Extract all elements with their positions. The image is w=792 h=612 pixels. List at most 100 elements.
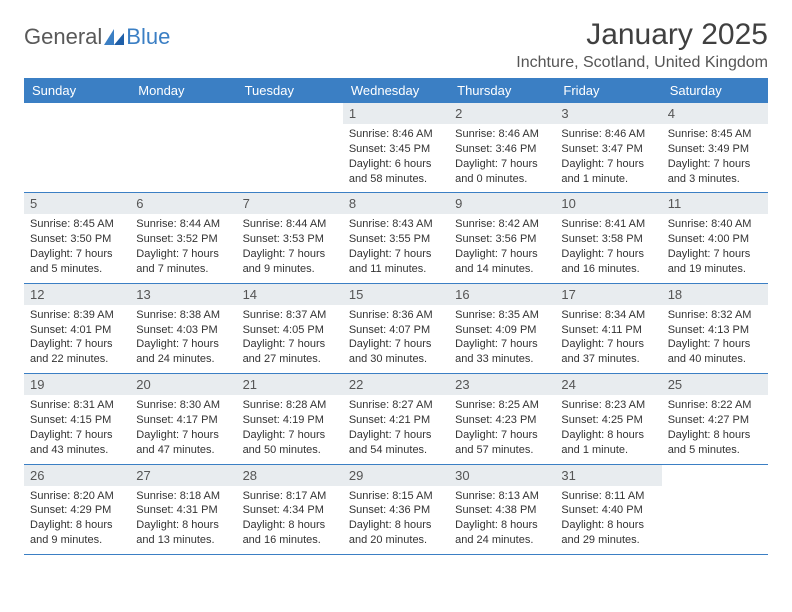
daylight-line: Daylight: 7 hours and 40 minutes. xyxy=(668,337,764,367)
day-cell: 26Sunrise: 8:20 AMSunset: 4:29 PMDayligh… xyxy=(24,464,130,554)
day-number: 25 xyxy=(662,374,768,395)
sunrise-line: Sunrise: 8:25 AM xyxy=(455,398,551,413)
sunrise-line: Sunrise: 8:35 AM xyxy=(455,308,551,323)
day-cell: 14Sunrise: 8:37 AMSunset: 4:05 PMDayligh… xyxy=(237,283,343,373)
sunset-line: Sunset: 4:17 PM xyxy=(136,413,232,428)
sunrise-line: Sunrise: 8:38 AM xyxy=(136,308,232,323)
daylight-line: Daylight: 7 hours and 11 minutes. xyxy=(349,247,445,277)
day-cell: 6Sunrise: 8:44 AMSunset: 3:52 PMDaylight… xyxy=(130,193,236,283)
day-cell: 15Sunrise: 8:36 AMSunset: 4:07 PMDayligh… xyxy=(343,283,449,373)
day-cell: 8Sunrise: 8:43 AMSunset: 3:55 PMDaylight… xyxy=(343,193,449,283)
sunset-line: Sunset: 4:31 PM xyxy=(136,503,232,518)
day-cell: . xyxy=(237,103,343,193)
sunset-line: Sunset: 4:38 PM xyxy=(455,503,551,518)
daylight-line: Daylight: 7 hours and 30 minutes. xyxy=(349,337,445,367)
sunrise-line: Sunrise: 8:44 AM xyxy=(136,217,232,232)
day-header: Sunday xyxy=(24,78,130,103)
sunset-line: Sunset: 4:15 PM xyxy=(30,413,126,428)
day-number: 9 xyxy=(449,193,555,214)
week-row: 19Sunrise: 8:31 AMSunset: 4:15 PMDayligh… xyxy=(24,374,768,464)
day-number: 1 xyxy=(343,103,449,124)
day-number: 17 xyxy=(555,284,661,305)
day-cell: 19Sunrise: 8:31 AMSunset: 4:15 PMDayligh… xyxy=(24,374,130,464)
day-body: Sunrise: 8:22 AMSunset: 4:27 PMDaylight:… xyxy=(662,395,768,463)
sunrise-line: Sunrise: 8:20 AM xyxy=(30,489,126,504)
daylight-line: Daylight: 7 hours and 14 minutes. xyxy=(455,247,551,277)
sunset-line: Sunset: 3:45 PM xyxy=(349,142,445,157)
daylight-line: Daylight: 7 hours and 57 minutes. xyxy=(455,428,551,458)
day-cell: 21Sunrise: 8:28 AMSunset: 4:19 PMDayligh… xyxy=(237,374,343,464)
day-number: 2 xyxy=(449,103,555,124)
day-number: 22 xyxy=(343,374,449,395)
day-number: 8 xyxy=(343,193,449,214)
day-number: 31 xyxy=(555,465,661,486)
sunrise-line: Sunrise: 8:27 AM xyxy=(349,398,445,413)
day-cell: 23Sunrise: 8:25 AMSunset: 4:23 PMDayligh… xyxy=(449,374,555,464)
day-cell: 28Sunrise: 8:17 AMSunset: 4:34 PMDayligh… xyxy=(237,464,343,554)
sunrise-line: Sunrise: 8:32 AM xyxy=(668,308,764,323)
day-cell: 16Sunrise: 8:35 AMSunset: 4:09 PMDayligh… xyxy=(449,283,555,373)
sunrise-line: Sunrise: 8:17 AM xyxy=(243,489,339,504)
sunrise-line: Sunrise: 8:42 AM xyxy=(455,217,551,232)
sunrise-line: Sunrise: 8:34 AM xyxy=(561,308,657,323)
sunset-line: Sunset: 3:47 PM xyxy=(561,142,657,157)
day-number: 15 xyxy=(343,284,449,305)
sunrise-line: Sunrise: 8:23 AM xyxy=(561,398,657,413)
day-body: Sunrise: 8:46 AMSunset: 3:47 PMDaylight:… xyxy=(555,124,661,192)
sunrise-line: Sunrise: 8:30 AM xyxy=(136,398,232,413)
day-body: Sunrise: 8:13 AMSunset: 4:38 PMDaylight:… xyxy=(449,486,555,554)
daylight-line: Daylight: 6 hours and 58 minutes. xyxy=(349,157,445,187)
sunset-line: Sunset: 3:46 PM xyxy=(455,142,551,157)
sunset-line: Sunset: 3:53 PM xyxy=(243,232,339,247)
day-body: Sunrise: 8:42 AMSunset: 3:56 PMDaylight:… xyxy=(449,214,555,282)
day-number: 16 xyxy=(449,284,555,305)
day-cell: 31Sunrise: 8:11 AMSunset: 4:40 PMDayligh… xyxy=(555,464,661,554)
daylight-line: Daylight: 8 hours and 13 minutes. xyxy=(136,518,232,548)
sunrise-line: Sunrise: 8:39 AM xyxy=(30,308,126,323)
day-cell: 4Sunrise: 8:45 AMSunset: 3:49 PMDaylight… xyxy=(662,103,768,193)
day-number: 27 xyxy=(130,465,236,486)
sunrise-line: Sunrise: 8:15 AM xyxy=(349,489,445,504)
daylight-line: Daylight: 7 hours and 7 minutes. xyxy=(136,247,232,277)
day-header: Thursday xyxy=(449,78,555,103)
location-subtitle: Inchture, Scotland, United Kingdom xyxy=(516,54,768,72)
day-body: Sunrise: 8:40 AMSunset: 4:00 PMDaylight:… xyxy=(662,214,768,282)
brand-text-blue: Blue xyxy=(126,24,170,50)
sunset-line: Sunset: 3:50 PM xyxy=(30,232,126,247)
sunrise-line: Sunrise: 8:46 AM xyxy=(349,127,445,142)
brand-mark-icon xyxy=(104,29,124,45)
sunrise-line: Sunrise: 8:18 AM xyxy=(136,489,232,504)
day-body: Sunrise: 8:30 AMSunset: 4:17 PMDaylight:… xyxy=(130,395,236,463)
sunset-line: Sunset: 4:27 PM xyxy=(668,413,764,428)
sunset-line: Sunset: 3:56 PM xyxy=(455,232,551,247)
week-row: 26Sunrise: 8:20 AMSunset: 4:29 PMDayligh… xyxy=(24,464,768,554)
sunset-line: Sunset: 3:49 PM xyxy=(668,142,764,157)
day-cell: . xyxy=(662,464,768,554)
brand-text-general: General xyxy=(24,24,102,50)
day-cell: 22Sunrise: 8:27 AMSunset: 4:21 PMDayligh… xyxy=(343,374,449,464)
day-number: 10 xyxy=(555,193,661,214)
day-body xyxy=(237,124,343,186)
daylight-line: Daylight: 7 hours and 47 minutes. xyxy=(136,428,232,458)
sunset-line: Sunset: 4:21 PM xyxy=(349,413,445,428)
month-title: January 2025 xyxy=(516,18,768,52)
day-number: 19 xyxy=(24,374,130,395)
daylight-line: Daylight: 8 hours and 9 minutes. xyxy=(30,518,126,548)
day-number: 6 xyxy=(130,193,236,214)
daylight-line: Daylight: 8 hours and 1 minute. xyxy=(561,428,657,458)
day-body: Sunrise: 8:35 AMSunset: 4:09 PMDaylight:… xyxy=(449,305,555,373)
day-cell: 5Sunrise: 8:45 AMSunset: 3:50 PMDaylight… xyxy=(24,193,130,283)
sunset-line: Sunset: 3:55 PM xyxy=(349,232,445,247)
day-cell: 7Sunrise: 8:44 AMSunset: 3:53 PMDaylight… xyxy=(237,193,343,283)
brand-logo: General Blue xyxy=(24,24,170,50)
day-body: Sunrise: 8:46 AMSunset: 3:46 PMDaylight:… xyxy=(449,124,555,192)
day-cell: 13Sunrise: 8:38 AMSunset: 4:03 PMDayligh… xyxy=(130,283,236,373)
daylight-line: Daylight: 7 hours and 0 minutes. xyxy=(455,157,551,187)
sunset-line: Sunset: 4:05 PM xyxy=(243,323,339,338)
daylight-line: Daylight: 7 hours and 22 minutes. xyxy=(30,337,126,367)
day-number: 4 xyxy=(662,103,768,124)
day-body xyxy=(130,124,236,186)
day-cell: 9Sunrise: 8:42 AMSunset: 3:56 PMDaylight… xyxy=(449,193,555,283)
day-cell: 10Sunrise: 8:41 AMSunset: 3:58 PMDayligh… xyxy=(555,193,661,283)
day-cell: 25Sunrise: 8:22 AMSunset: 4:27 PMDayligh… xyxy=(662,374,768,464)
